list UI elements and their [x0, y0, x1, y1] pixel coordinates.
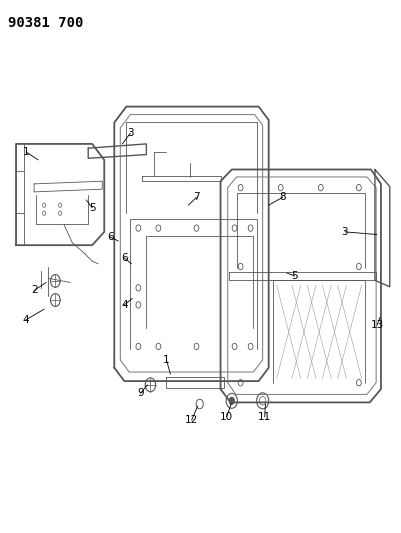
Text: 11: 11	[258, 412, 271, 422]
Text: 3: 3	[127, 128, 134, 138]
Text: 10: 10	[220, 412, 233, 422]
Text: 3: 3	[342, 227, 348, 237]
Text: 9: 9	[137, 389, 144, 398]
Text: 6: 6	[107, 232, 113, 242]
Text: 1: 1	[163, 355, 170, 365]
Text: 4: 4	[121, 300, 128, 310]
Text: 13: 13	[370, 320, 384, 330]
Text: 5: 5	[292, 271, 298, 281]
Text: 2: 2	[31, 286, 37, 295]
Text: 5: 5	[89, 203, 95, 213]
Text: 7: 7	[193, 192, 200, 202]
Text: 4: 4	[23, 315, 29, 325]
Text: 90381 700: 90381 700	[8, 16, 83, 30]
Text: 6: 6	[121, 253, 128, 263]
Text: 12: 12	[185, 415, 198, 425]
Text: 8: 8	[279, 192, 286, 202]
Circle shape	[229, 397, 235, 405]
Text: 1: 1	[23, 147, 29, 157]
